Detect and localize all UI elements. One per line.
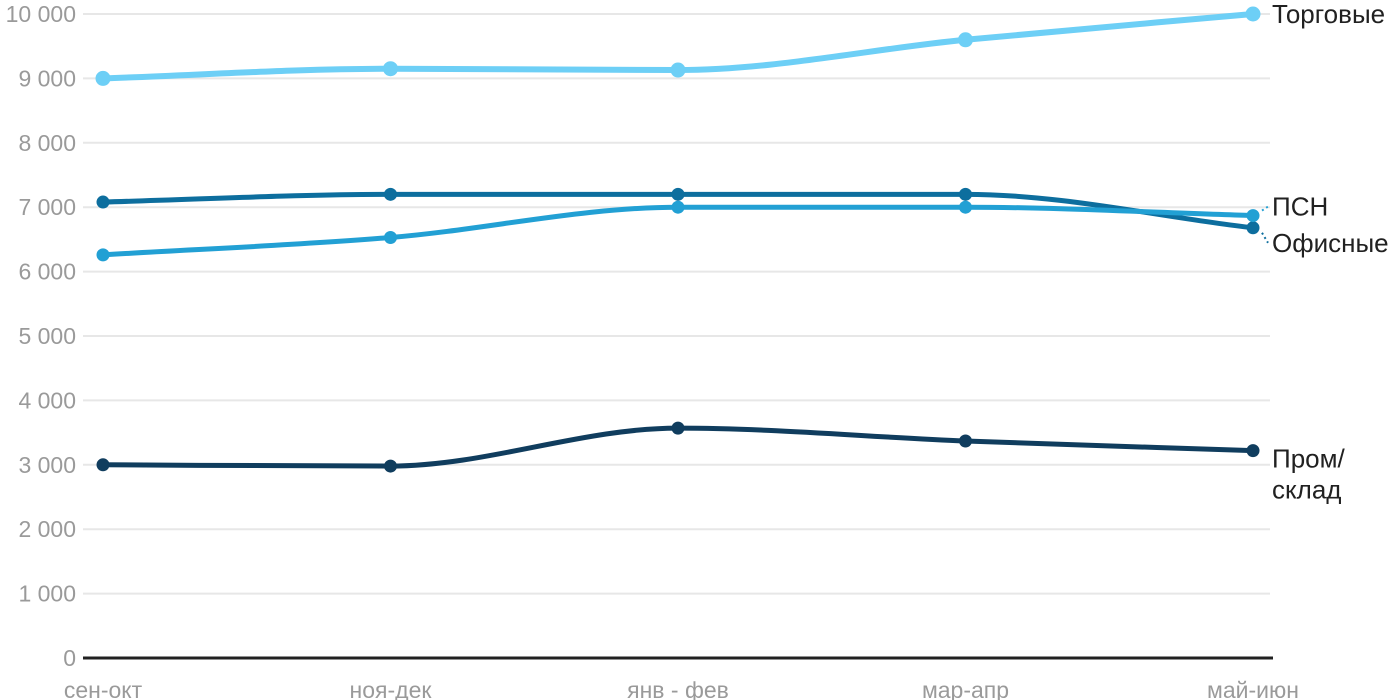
series-label-psn: ПСН — [1272, 192, 1328, 222]
y-tick-label: 10 000 — [6, 1, 76, 27]
series-line-psn — [100, 204, 1256, 258]
series-label-torgovye: Торговые — [1272, 0, 1385, 29]
series-label-ofisnye: Офисные — [1272, 228, 1389, 258]
data-point-ofisnye[interactable] — [1246, 221, 1260, 235]
data-point-torgovye[interactable] — [958, 32, 973, 48]
x-tick-label: янв - фев — [627, 677, 729, 700]
data-point-psn[interactable] — [671, 200, 685, 214]
gridlines-group — [83, 13, 1270, 595]
data-point-prom-sklad[interactable] — [959, 434, 972, 448]
y-tick-label: 4 000 — [18, 387, 76, 413]
labels-group: 0 1 000 2 000 3 000 4 000 5 000 6 000 7 000 8 00… — [6, 0, 1389, 700]
y-tick-label: 9 000 — [18, 65, 76, 91]
data-point-torgovye[interactable] — [95, 70, 111, 86]
data-point-psn[interactable] — [384, 230, 397, 244]
y-tick-label: 6 000 — [18, 259, 76, 285]
x-tick-label: ноя-дек — [350, 677, 433, 700]
series-label-prom-sklad: склад — [1272, 475, 1341, 505]
data-point-psn[interactable] — [1246, 209, 1260, 223]
data-point-prom-sklad[interactable] — [384, 459, 397, 473]
y-tick-label: 8 000 — [18, 130, 76, 156]
data-point-torgovye[interactable] — [383, 61, 398, 77]
data-point-torgovye[interactable] — [670, 62, 686, 78]
label-leader-psn — [1261, 205, 1269, 212]
data-point-prom-sklad[interactable] — [1246, 444, 1260, 458]
data-point-ofisnye[interactable] — [671, 187, 685, 201]
y-tick-label: 7 000 — [18, 194, 76, 220]
data-point-ofisnye[interactable] — [96, 195, 110, 209]
y-tick-label: 0 — [63, 645, 76, 671]
label-leader-ofisnye — [1261, 232, 1269, 244]
series-label-prom-sklad: Пром/ — [1272, 444, 1345, 474]
data-point-prom-sklad[interactable] — [671, 421, 685, 435]
data-point-psn[interactable] — [959, 200, 972, 214]
x-tick-label: мар-апр — [922, 677, 1009, 700]
data-point-ofisnye[interactable] — [384, 187, 397, 201]
data-point-psn[interactable] — [96, 248, 110, 262]
y-tick-label: 1 000 — [18, 581, 76, 607]
data-point-ofisnye[interactable] — [959, 187, 972, 201]
x-tick-label: сен-окт — [64, 677, 143, 700]
y-tick-label: 3 000 — [18, 452, 76, 478]
y-tick-label: 2 000 — [18, 516, 76, 542]
series-group — [95, 6, 1269, 473]
x-tick-label: май-июн — [1207, 677, 1299, 700]
data-point-prom-sklad[interactable] — [96, 458, 110, 472]
data-point-torgovye[interactable] — [1245, 6, 1261, 22]
y-tick-label: 5 000 — [18, 323, 76, 349]
